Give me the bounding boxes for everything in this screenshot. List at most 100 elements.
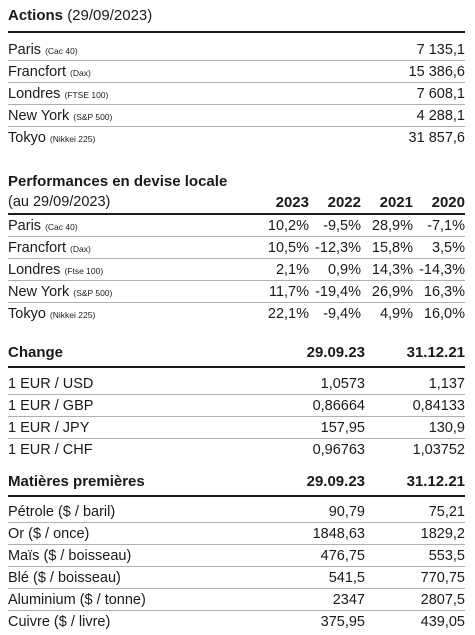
cell: 1829,2 (420, 525, 465, 542)
cell: 14,3% (371, 261, 413, 278)
cell: 10,5% (267, 239, 309, 256)
cell: 439,05 (420, 614, 465, 630)
change-header: Change 29.09.23 31.12.21 (8, 342, 465, 362)
table-row: Francfort (Dax) 15 386,6 (8, 61, 465, 83)
year-header: 2020 (431, 193, 465, 211)
row-label: Pétrole ($ / baril) (8, 503, 116, 520)
performances-divider (8, 213, 465, 215)
cell: -7,1% (427, 217, 465, 234)
row-label: Aluminium ($ / tonne) (8, 591, 146, 608)
performances-header: (au 29/09/2023) 2023 2022 2021 2020 (8, 192, 465, 212)
row-value: 7 608,1 (416, 85, 465, 102)
cell: 26,9% (371, 283, 413, 300)
cell: 16,3% (423, 283, 465, 300)
cell: 157,95 (320, 419, 365, 436)
actions-rows: Paris (Cac 40) 7 135,1 Francfort (Dax) 1… (8, 39, 465, 149)
row-label: Francfort (8, 63, 67, 80)
index-label: (S&P 500) (73, 111, 113, 122)
cell: 2807,5 (420, 591, 465, 608)
actions-divider (8, 31, 465, 33)
table-row: Aluminium ($ / tonne) 2347 2807,5 (8, 589, 465, 611)
cell: -12,3% (315, 239, 361, 256)
cell: 770,75 (420, 569, 465, 586)
cell: 15,8% (371, 239, 413, 256)
matieres-rows: Pétrole ($ / baril) 90,79 75,21 Or ($ / … (8, 501, 465, 633)
index-label: (Ftse 100) (64, 265, 104, 276)
change-divider (8, 366, 465, 368)
table-row: Or ($ / once) 1848,63 1829,2 (8, 523, 465, 545)
table-row: Londres (FTSE 100) 7 608,1 (8, 83, 465, 105)
row-label: 1 EUR / CHF (8, 442, 93, 458)
date-header: 29.09.23 (306, 472, 365, 490)
cell: 0,9% (327, 261, 361, 278)
matieres-divider (8, 495, 465, 497)
row-label: Londres (8, 85, 61, 102)
index-label: (Nikkei 225) (49, 134, 96, 144)
cell: -14,3% (419, 261, 465, 278)
row-label: Paris (8, 41, 42, 58)
row-label: 1 EUR / GBP (8, 397, 94, 414)
index-label: (Dax) (70, 67, 91, 78)
actions-title: Actions (29/09/2023) (8, 6, 465, 26)
row-value: 31 857,6 (408, 130, 465, 146)
row-value: 4 288,1 (416, 107, 465, 124)
row-label: Paris (8, 217, 42, 234)
cell: 2,1% (275, 261, 309, 278)
table-row: Tokyo (Nikkei 225) 31 857,6 (8, 127, 465, 149)
cell: 4,9% (379, 306, 413, 322)
table-row: New York (S&P 500) 4 288,1 (8, 105, 465, 127)
row-label: Maïs ($ / boisseau) (8, 547, 132, 564)
cell: 16,0% (423, 306, 465, 322)
cell: 22,1% (267, 306, 309, 322)
cell: -9,5% (323, 217, 361, 234)
row-label: Tokyo (8, 130, 46, 146)
performances-subtitle: (au 29/09/2023) (8, 194, 111, 210)
cell: 1,0573 (320, 375, 365, 392)
cell: 130,9 (428, 419, 465, 436)
cell: 0,86664 (312, 397, 365, 414)
table-row: Maïs ($ / boisseau) 476,75 553,5 (8, 545, 465, 567)
year-header: 2023 (275, 193, 309, 211)
performances-section: Performances en devise locale (au 29/09/… (8, 172, 465, 325)
table-row: Pétrole ($ / baril) 90,79 75,21 (8, 501, 465, 523)
row-label: Francfort (8, 239, 67, 256)
cell: 2347 (332, 591, 365, 608)
index-label: (S&P 500) (73, 287, 113, 298)
index-label: (Nikkei 225) (49, 310, 96, 320)
row-label: Blé ($ / boisseau) (8, 569, 121, 586)
date-header: 31.12.21 (406, 343, 465, 361)
row-value: 7 135,1 (416, 41, 465, 58)
matieres-header: Matières premières 29.09.23 31.12.21 (8, 471, 465, 491)
cell: 3,5% (431, 239, 465, 256)
matieres-section: Matières premières 29.09.23 31.12.21 Pét… (8, 471, 465, 633)
table-row: 1 EUR / USD 1,0573 1,137 (8, 373, 465, 395)
cell: 541,5 (328, 569, 365, 586)
index-label: (Cac 40) (45, 45, 78, 56)
table-row: 1 EUR / CHF 0,96763 1,03752 (8, 439, 465, 461)
cell: 553,5 (428, 547, 465, 564)
cell: 11,7% (268, 283, 309, 300)
table-row: Cuivre ($ / livre) 375,95 439,05 (8, 611, 465, 633)
table-row: 1 EUR / JPY 157,95 130,9 (8, 417, 465, 439)
cell: 0,84133 (412, 397, 465, 414)
index-label: (FTSE 100) (64, 89, 109, 100)
index-label: (Dax) (70, 243, 91, 254)
cell: 90,79 (328, 503, 365, 520)
cell: 476,75 (320, 547, 365, 564)
cell: 1,03752 (412, 442, 465, 458)
row-label: New York (8, 283, 70, 300)
table-row: Blé ($ / boisseau) 541,5 770,75 (8, 567, 465, 589)
actions-title-date: (29/09/2023) (67, 7, 153, 24)
row-label: Or ($ / once) (8, 525, 90, 542)
cell: 28,9% (371, 217, 413, 234)
cell: 375,95 (320, 614, 365, 630)
cell: -9,4% (323, 306, 361, 322)
actions-section: Actions (29/09/2023) Paris (Cac 40) 7 13… (8, 6, 465, 149)
cell: 10,2% (267, 217, 309, 234)
change-section: Change 29.09.23 31.12.21 1 EUR / USD 1,0… (8, 342, 465, 461)
table-row: Londres (Ftse 100) 2,1% 0,9% 14,3% -14,3… (8, 259, 465, 281)
row-label: 1 EUR / USD (8, 375, 94, 392)
cell: -19,4% (315, 283, 361, 300)
change-rows: 1 EUR / USD 1,0573 1,137 1 EUR / GBP 0,8… (8, 373, 465, 461)
index-label: (Cac 40) (45, 221, 78, 232)
